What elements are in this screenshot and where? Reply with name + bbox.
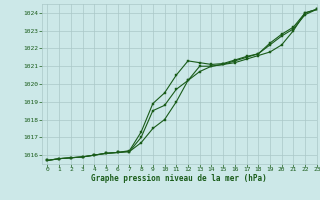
X-axis label: Graphe pression niveau de la mer (hPa): Graphe pression niveau de la mer (hPa) bbox=[91, 174, 267, 183]
